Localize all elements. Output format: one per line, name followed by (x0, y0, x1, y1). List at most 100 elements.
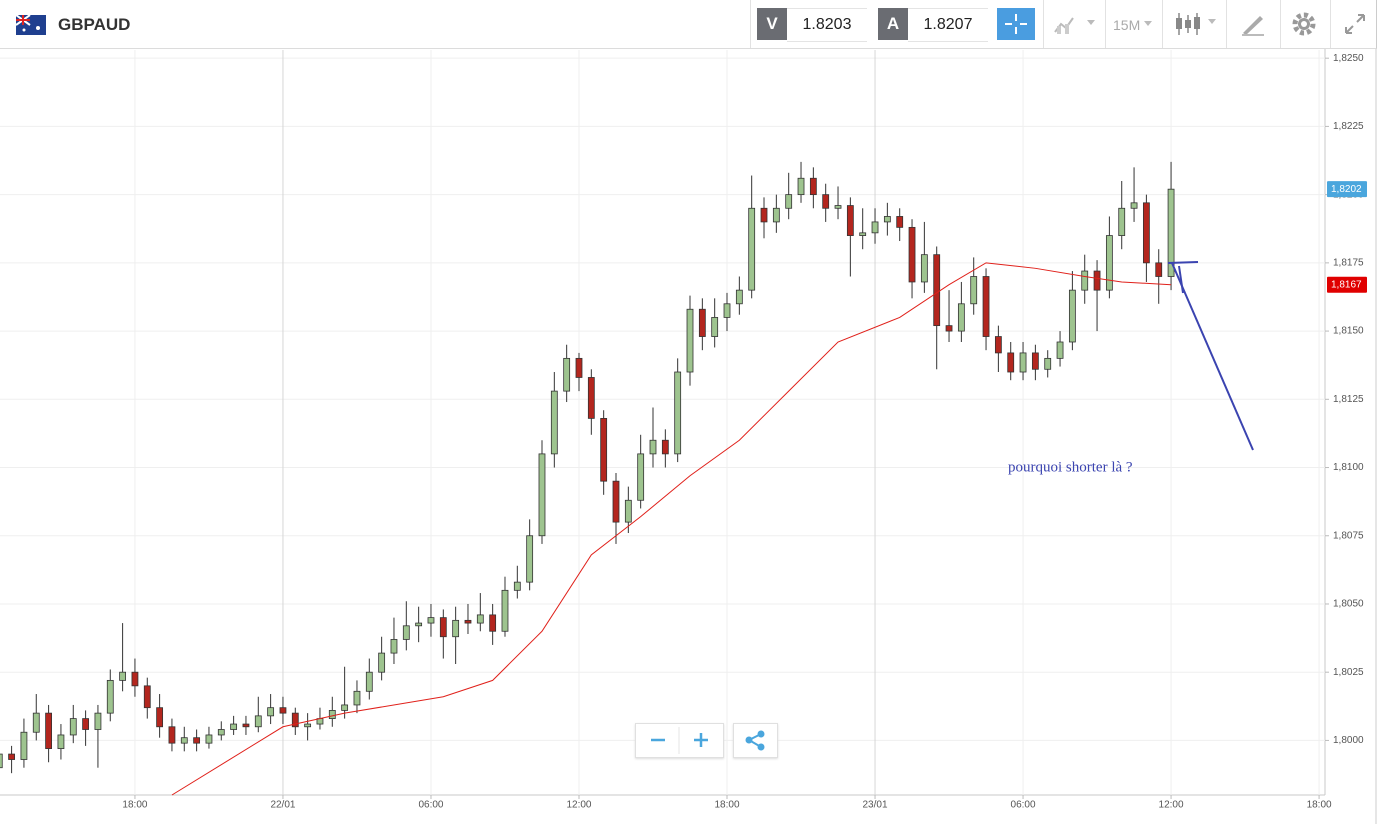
share-icon (745, 730, 765, 751)
candle-body (365, 671, 373, 692)
price-tag (1327, 276, 1367, 293)
candle-body (698, 308, 706, 337)
share-button[interactable] (733, 723, 778, 758)
candle-body (871, 221, 879, 234)
candle-body (661, 439, 669, 455)
candle-body (982, 276, 990, 337)
candle-body (1118, 207, 1126, 236)
settings-button[interactable] (1291, 11, 1317, 37)
candle-body (279, 707, 287, 714)
y-tick-label: 1,8025 (1333, 667, 1364, 678)
candle-body (600, 418, 608, 482)
timeframe-button[interactable]: 15M (1113, 17, 1141, 33)
chart-type-button[interactable] (1053, 12, 1103, 36)
toolbar: GBPAUD V 1.8203 A 1.8207 15M (0, 0, 1377, 49)
candle-body (217, 729, 225, 736)
candle-body (106, 679, 114, 714)
candle-body (1031, 352, 1039, 370)
candle-body (846, 205, 854, 236)
candle-body (1142, 202, 1150, 264)
crosshair-button[interactable] (997, 8, 1035, 40)
symbol: GBPAUD (58, 15, 131, 34)
candle-body (489, 614, 497, 632)
candle-body (1130, 202, 1138, 209)
candle-body (304, 723, 312, 728)
candle-body (748, 207, 756, 291)
candle-body (760, 207, 768, 223)
candle-body (378, 652, 386, 673)
x-tick-label: 12:00 (566, 800, 591, 811)
candle-body (994, 336, 1002, 354)
fullscreen-button[interactable] (1343, 12, 1367, 36)
candle-body (1155, 262, 1163, 277)
candle-body (1068, 289, 1076, 343)
sell-price[interactable]: 1.8203 (787, 8, 867, 42)
y-tick-label: 1,8100 (1333, 462, 1364, 473)
candle-body (920, 254, 928, 283)
y-tick-label: 1,8150 (1333, 326, 1364, 337)
candle-body (1093, 270, 1101, 291)
drawn-arrow (1171, 262, 1254, 451)
buy-price[interactable]: 1.8207 (908, 8, 988, 42)
candle-body (834, 205, 842, 209)
candle-body (143, 685, 151, 709)
y-tick-label: 1,8050 (1333, 599, 1364, 610)
candle-body (254, 715, 262, 728)
y-tick-label: 1,8075 (1333, 530, 1364, 541)
candle-body (575, 357, 583, 378)
x-tick-label: 18:00 (714, 800, 739, 811)
candle-body (8, 753, 15, 760)
buy-button[interactable]: A (878, 8, 908, 40)
candle-body (945, 325, 953, 332)
candle-body (476, 614, 484, 624)
zoom-icons (651, 727, 708, 754)
draw-button[interactable] (1240, 11, 1266, 37)
sell-button[interactable]: V (757, 8, 787, 40)
candle-body (785, 194, 793, 209)
candle-body (587, 377, 595, 419)
candle-body (501, 589, 509, 632)
candle-body (0, 753, 3, 769)
candle-body (69, 718, 77, 736)
candle-body (402, 625, 410, 640)
candle-body (883, 216, 891, 223)
candle-body (1056, 341, 1064, 359)
candle-body (452, 619, 460, 638)
flag (16, 15, 46, 35)
candle-body (686, 308, 694, 373)
candle-body (464, 619, 472, 624)
candle-body (970, 276, 978, 305)
candle-body (711, 317, 719, 337)
candle-body (205, 734, 213, 744)
x-tick-label: 06:00 (1011, 800, 1036, 811)
annotation: pourquoi shorter là ? (1008, 459, 1133, 475)
x-tick-label: 22/01 (270, 800, 295, 811)
candle-body (439, 617, 447, 638)
candle-body (933, 254, 941, 327)
y-tick-label: 1,8225 (1333, 121, 1364, 132)
candle-body (415, 622, 423, 627)
zoom-in[interactable] (694, 733, 708, 747)
candle-body (20, 731, 28, 760)
candle-body (1019, 352, 1027, 373)
y-tick-label: 1,8000 (1333, 735, 1364, 746)
candle-body (957, 303, 965, 332)
candle-body (896, 216, 904, 228)
candle-body (723, 303, 731, 318)
candle-style-button[interactable] (1174, 11, 1224, 37)
moving-average (171, 262, 1172, 796)
candle-body (328, 710, 336, 719)
candle-body (735, 289, 743, 305)
candle-body (45, 712, 52, 750)
candle-body (1105, 235, 1113, 291)
candle-body (353, 690, 361, 706)
zoom-controls (635, 723, 724, 758)
candle-body (526, 535, 534, 583)
candle-body (230, 723, 238, 730)
candle-body (341, 704, 349, 711)
candle-body (624, 499, 632, 523)
price-tag-label: 1,8167 (1331, 279, 1362, 290)
candle-body (32, 712, 40, 733)
x-tick-label: 18:00 (122, 800, 147, 811)
